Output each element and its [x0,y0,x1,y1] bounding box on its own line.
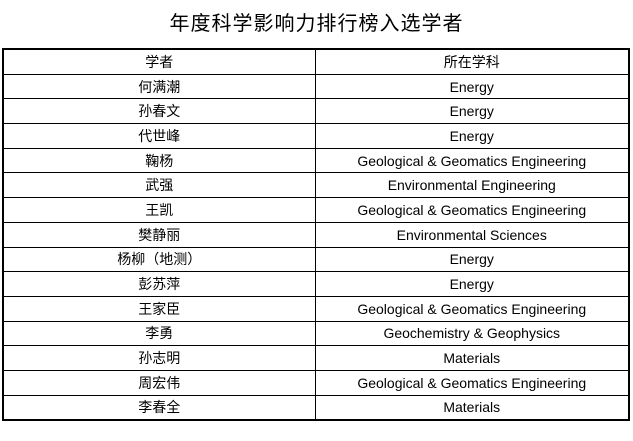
discipline-cell: Energy [314,73,630,100]
scholar-name-cell: 樊静丽 [2,221,316,248]
table-row: 鞠杨 Geological & Geomatics Engineering [2,147,630,174]
table-row: 武强 Environmental Engineering [2,172,630,199]
discipline-cell: Geochemistry & Geophysics [314,320,630,347]
scholar-name-cell: 代世峰 [2,123,316,149]
scholar-name-cell: 杨柳（地测） [2,246,316,273]
discipline-cell: Environmental Engineering [314,172,630,199]
discipline-cell: Energy [314,271,630,297]
table-row: 孙春文 Energy [2,98,630,125]
discipline-cell: Environmental Sciences [314,221,630,248]
table-row: 杨柳（地测） Energy [2,246,630,273]
discipline-cell: Geological & Geomatics Engineering [314,197,630,223]
scholar-name-cell: 孙春文 [2,98,316,125]
discipline-cell: Energy [314,123,630,149]
discipline-cell: Geological & Geomatics Engineering [314,369,630,396]
scholar-name-cell: 李春全 [2,394,316,421]
scholar-name-cell: 孙志明 [2,345,316,371]
column-header-scholar: 学者 [2,48,316,75]
scholar-name-cell: 何满潮 [2,73,316,100]
table-row: 孙志明 Materials [2,345,630,371]
table-row: 李勇 Geochemistry & Geophysics [2,320,630,347]
discipline-cell: Energy [314,98,630,125]
scholar-name-cell: 王凯 [2,197,316,223]
table-row: 樊静丽 Environmental Sciences [2,221,630,248]
table-row: 彭苏萍 Energy [2,271,630,297]
scholar-name-cell: 李勇 [2,320,316,347]
discipline-cell: Geological & Geomatics Engineering [314,295,630,322]
scholar-name-cell: 王家臣 [2,295,316,322]
discipline-cell: Energy [314,246,630,273]
discipline-cell: Geological & Geomatics Engineering [314,147,630,174]
scholar-name-cell: 鞠杨 [2,147,316,174]
table-row: 何满潮 Energy [2,73,630,100]
scholar-name-cell: 彭苏萍 [2,271,316,297]
discipline-cell: Materials [314,345,630,371]
table-row: 王凯 Geological & Geomatics Engineering [2,197,630,223]
table-row: 代世峰 Energy [2,123,630,149]
scholar-name-cell: 周宏伟 [2,369,316,396]
table-body: 何满潮 Energy 孙春文 Energy 代世峰 Energy 鞠杨 Geological … [2,73,630,421]
scholars-table: 学者 所在学科 何满潮 Energy 孙春文 Energy 代世峰 Energy 鞠杨 Geo… [2,48,630,422]
column-header-discipline: 所在学科 [314,48,630,75]
page-title: 年度科学影响力排行榜入选学者 [169,13,464,35]
table-row: 周宏伟 Geological & Geomatics Engineering [2,369,630,396]
table-row: 王家臣 Geological & Geomatics Engineering [2,295,630,322]
table-header-row: 学者 所在学科 [2,48,630,75]
scholar-name-cell: 武强 [2,172,316,199]
discipline-cell: Materials [314,394,630,421]
table-row: 李春全 Materials [2,394,630,421]
